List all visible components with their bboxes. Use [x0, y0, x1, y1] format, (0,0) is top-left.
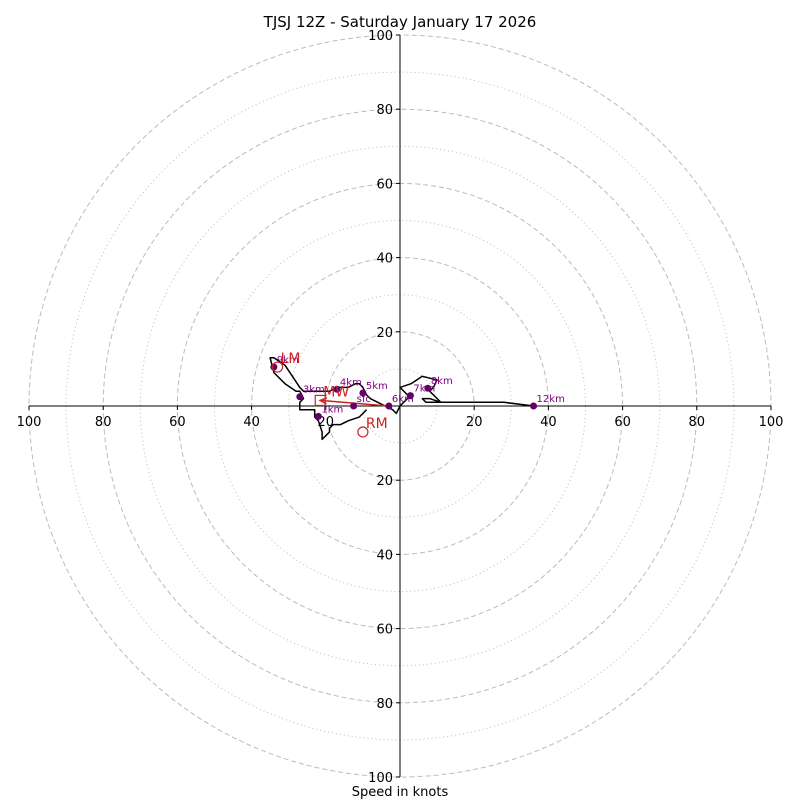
motion-label-rm: RM — [366, 416, 388, 432]
x-tick-label: 40 — [243, 415, 260, 430]
height-label-5km: 5km — [366, 381, 388, 392]
y-tick-label: 80 — [376, 697, 393, 712]
hodograph-chart: TJSJ 12Z - Saturday January 17 2026 100 8… — [0, 0, 800, 800]
y-tick-label: 20 — [376, 326, 393, 341]
x-tick-label: 20 — [466, 415, 483, 430]
y-tick-label: 100 — [368, 771, 393, 786]
y-tick-label: 40 — [376, 548, 393, 563]
x-axis-label: Speed in knots — [352, 785, 449, 800]
height-label-12km: 12km — [537, 394, 565, 405]
x-tick-label: 80 — [689, 415, 706, 430]
x-tick-label: 100 — [759, 415, 784, 430]
x-tick-label: 60 — [614, 415, 631, 430]
x-tick-label: 40 — [540, 415, 557, 430]
x-tick-label: 80 — [95, 415, 112, 430]
y-tick-label: 20 — [376, 474, 393, 489]
x-tick-label: 60 — [169, 415, 186, 430]
y-tick-label: 60 — [376, 623, 393, 638]
y-tick-label: 80 — [376, 103, 393, 118]
y-tick-label: 40 — [376, 252, 393, 267]
x-tick-label: 100 — [17, 415, 42, 430]
y-tick-label: 100 — [368, 29, 393, 44]
height-label-1km: 1km — [321, 404, 343, 415]
height-label-3km: 3km — [303, 385, 325, 396]
motion-label-mw: MW — [323, 384, 349, 400]
y-tick-label: 60 — [376, 177, 393, 192]
height-label-8km: 8km — [431, 376, 453, 387]
motion-label-lm: LM — [281, 351, 301, 367]
chart-title: TJSJ 12Z - Saturday January 17 2026 — [263, 13, 537, 31]
